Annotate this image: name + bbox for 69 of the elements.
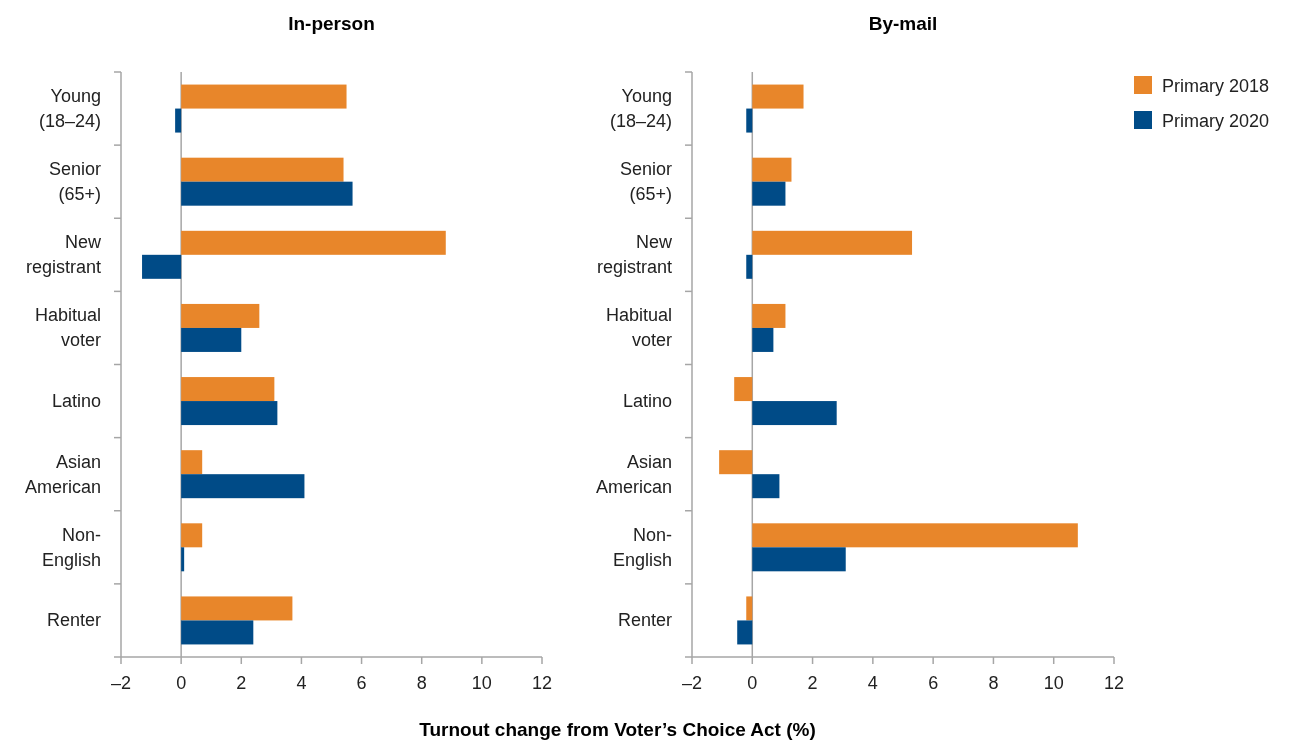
x-tick-label: 0 <box>747 673 758 693</box>
y-tick-label: Asian American <box>595 451 672 497</box>
x-tick-label: 0 <box>176 673 187 693</box>
y-tick-label: Latino <box>622 391 672 412</box>
bar <box>181 303 260 328</box>
y-tick-label: Habitual voter <box>605 305 672 351</box>
bar <box>746 596 753 621</box>
bar <box>181 547 185 572</box>
x-tick-label: 6 <box>928 673 939 693</box>
bar <box>752 230 913 255</box>
bar <box>752 84 804 109</box>
bar <box>181 327 242 352</box>
bar <box>175 108 182 133</box>
bar <box>181 474 305 499</box>
x-tick-label: 2 <box>807 673 818 693</box>
y-tick-label: Non-English <box>41 524 101 570</box>
y-tick-label: Non-English <box>612 524 672 570</box>
bar <box>752 157 792 182</box>
bar <box>752 401 837 426</box>
bar <box>181 157 344 182</box>
y-tick-label: Senior (65+) <box>48 159 102 205</box>
legend-label: Primary 2018 <box>1162 76 1270 96</box>
x-tick-label: 10 <box>471 673 492 693</box>
bar <box>734 377 753 402</box>
bar <box>737 620 753 645</box>
bar <box>719 450 753 475</box>
bar <box>752 303 786 328</box>
x-tick-label: –2 <box>681 673 703 693</box>
bar <box>181 84 347 109</box>
y-tick-label: Young (18–24) <box>609 86 672 132</box>
chart-title: In-person <box>288 13 375 34</box>
x-axis-title: Turnout change from Voter’s Choice Act (%) <box>419 719 816 740</box>
bar <box>181 596 293 621</box>
bar <box>752 547 846 572</box>
bar <box>181 450 203 475</box>
x-tick-label: 4 <box>296 673 307 693</box>
y-tick-label: Asian American <box>24 451 101 497</box>
x-tick-label: –2 <box>110 673 132 693</box>
bar <box>752 181 786 206</box>
y-tick-label: Young (18–24) <box>38 86 101 132</box>
y-tick-label: Renter <box>617 610 672 631</box>
y-tick-label: Latino <box>51 391 101 412</box>
y-tick-label: Renter <box>46 610 101 631</box>
chart-title: By-mail <box>868 13 938 34</box>
x-tick-label: 8 <box>416 673 427 693</box>
x-tick-label: 12 <box>1103 673 1125 693</box>
bar <box>752 523 1078 548</box>
bar <box>752 474 780 499</box>
y-tick-label: Habitual voter <box>34 305 101 351</box>
y-tick-label: New registrant <box>596 232 673 278</box>
x-tick-label: 6 <box>356 673 367 693</box>
bar <box>181 181 353 206</box>
bar <box>752 327 774 352</box>
legend-label: Primary 2020 <box>1162 111 1270 131</box>
x-tick-label: 2 <box>236 673 247 693</box>
y-tick-label: New registrant <box>25 232 102 278</box>
x-tick-label: 10 <box>1043 673 1064 693</box>
bar <box>181 523 203 548</box>
bar <box>181 401 278 426</box>
bar <box>746 254 753 279</box>
bar <box>181 230 446 255</box>
bar <box>181 620 254 645</box>
bar <box>142 254 182 279</box>
bar <box>746 108 753 133</box>
x-tick-label: 12 <box>531 673 553 693</box>
x-tick-label: 4 <box>867 673 878 693</box>
x-tick-label: 8 <box>988 673 999 693</box>
bar <box>181 377 275 402</box>
y-tick-label: Senior (65+) <box>619 159 673 205</box>
